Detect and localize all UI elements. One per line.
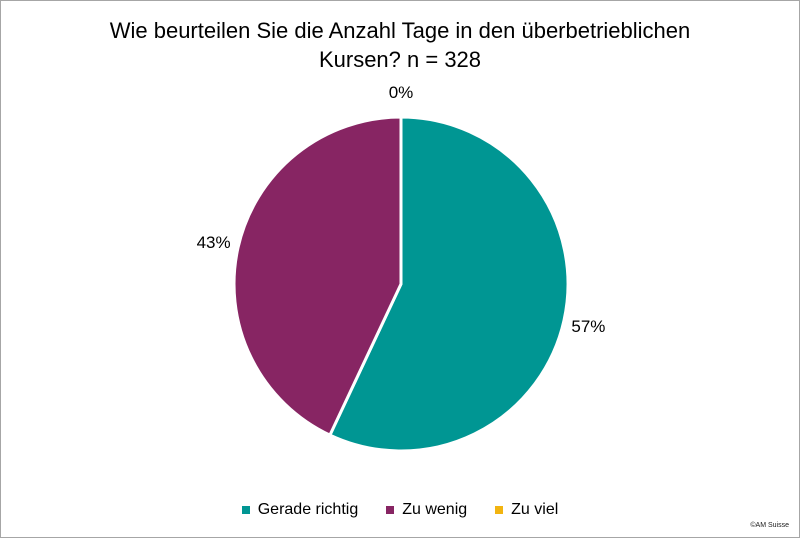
copyright-note: ©AM Suisse (750, 522, 789, 529)
chart-title: Wie beurteilen Sie die Anzahl Tage in de… (109, 18, 691, 72)
legend-label-zu-viel: Zu viel (511, 501, 559, 518)
legend-label-zu-wenig: Zu wenig (402, 501, 468, 518)
chart-legend: Gerade richtig Zu wenig Zu viel (1, 501, 799, 519)
slice-label-zu-viel: 0% (389, 83, 414, 102)
legend-swatch-zu-viel (495, 506, 504, 514)
legend-label-gerade-richtig: Gerade richtig (257, 501, 359, 518)
legend-swatch-zu-wenig (386, 506, 395, 514)
pie-chart: 57% 43% 0% (151, 71, 651, 471)
slice-label-gerade-richtig: 57% (571, 317, 605, 336)
legend-item-zu-wenig: Zu wenig (386, 501, 467, 519)
legend-item-zu-viel: Zu viel (495, 501, 558, 519)
slice-label-zu-wenig: 43% (197, 233, 231, 252)
pie-chart-svg: 57% 43% 0% (197, 83, 605, 453)
legend-swatch-gerade-richtig (241, 506, 250, 514)
pie-slice-zu-wenig (232, 115, 403, 437)
legend-item-gerade-richtig: Gerade richtig (241, 501, 359, 519)
pie-slice-gerade-richtig (328, 115, 570, 453)
